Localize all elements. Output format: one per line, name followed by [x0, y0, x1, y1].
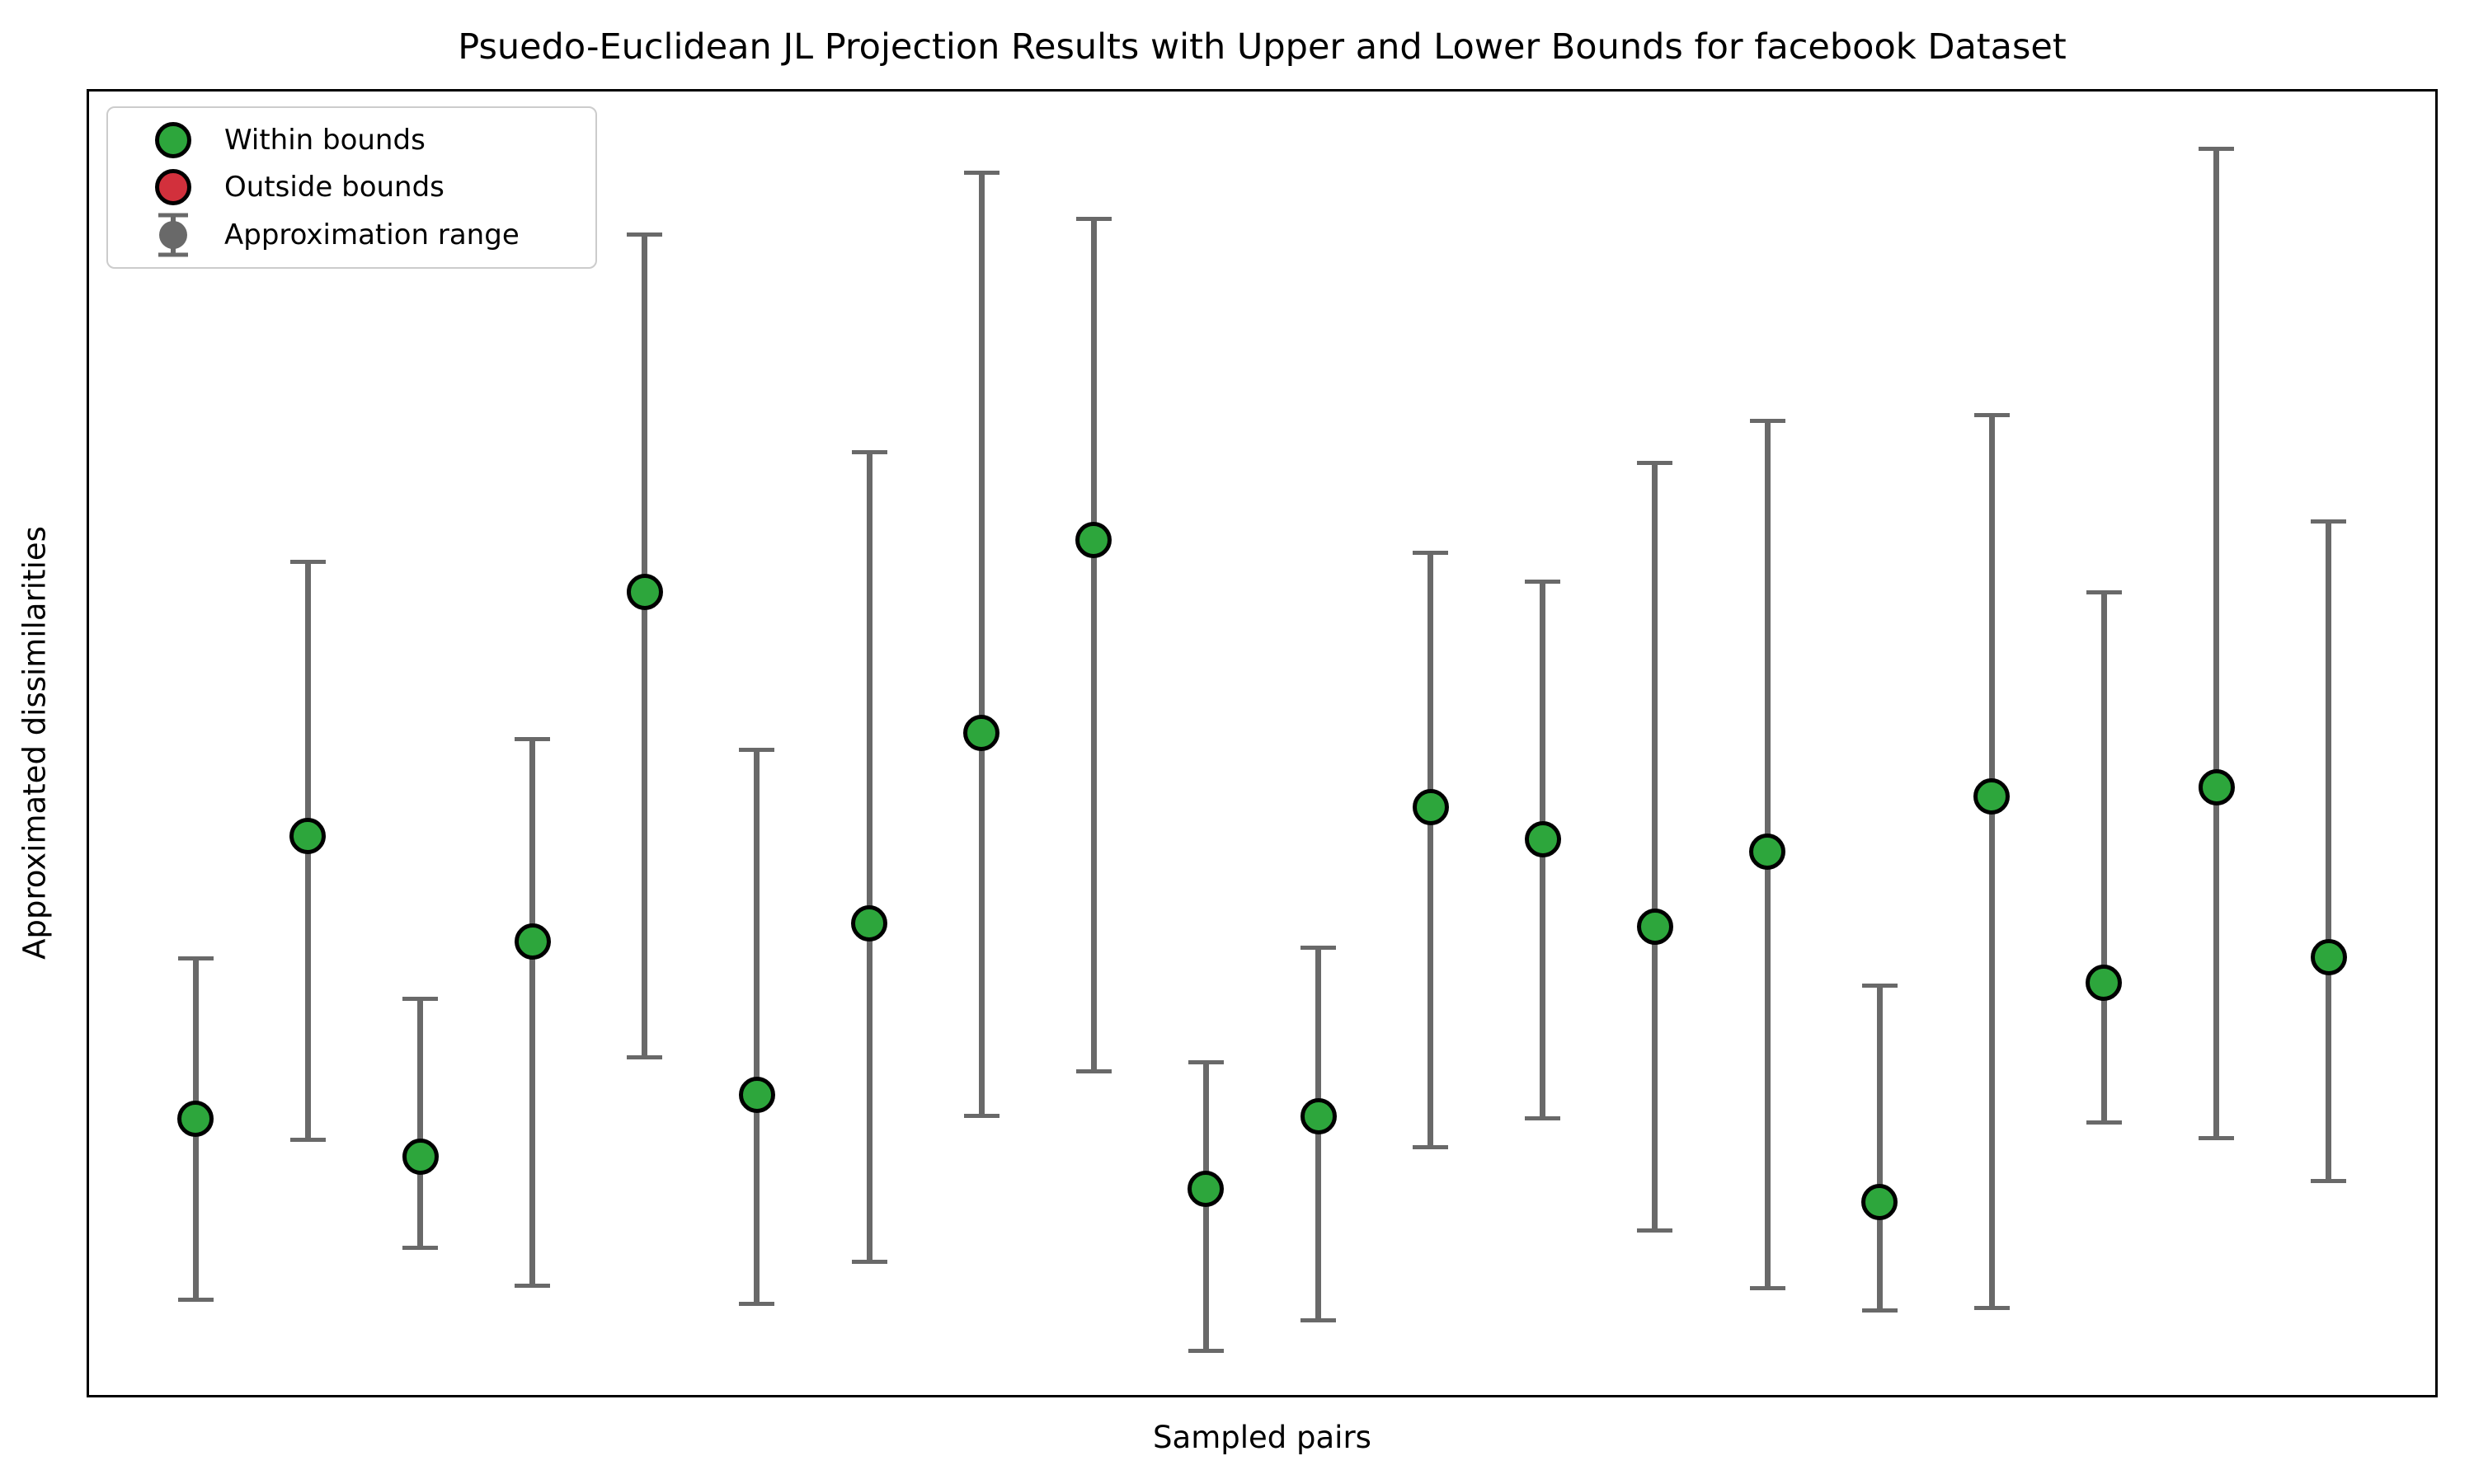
errorbar-lower-cap: [627, 1055, 663, 1060]
errorbar-upper-cap: [851, 450, 887, 455]
data-point-marker: [177, 1100, 214, 1137]
errorbar-upper-cap: [1413, 551, 1449, 556]
errorbar-lower-cap: [851, 1260, 887, 1265]
errorbar-lower-cap: [1637, 1228, 1673, 1233]
errorbar-lower-cap: [1188, 1348, 1224, 1353]
errorbar-range-line: [2326, 521, 2332, 1181]
errorbar-lower-cap: [2311, 1179, 2347, 1184]
errorbar-marker-icon: [155, 212, 191, 258]
errorbar-lower-cap: [1300, 1318, 1337, 1323]
legend-label-approximation-range: Approximation range: [224, 218, 520, 252]
errorbar-lower-cap: [1749, 1285, 1785, 1290]
errorbar-range-line: [417, 998, 424, 1248]
data-point-marker: [1636, 909, 1673, 946]
errorbar-lower-cap: [177, 1298, 214, 1303]
errorbar-range-line: [754, 749, 760, 1304]
errorbar-lower-cap: [1861, 1308, 1898, 1313]
data-point-marker: [1973, 778, 2011, 815]
errorbar-upper-cap: [289, 560, 326, 565]
errorbar-upper-cap: [2086, 589, 2122, 594]
errorbar-range-line: [1315, 947, 1322, 1321]
data-point-marker: [963, 714, 1000, 751]
errorbar-lower-cap: [1525, 1116, 1561, 1121]
errorbar-lower-cap: [739, 1301, 775, 1306]
errorbar-upper-cap: [2311, 519, 2347, 524]
data-point-marker: [1412, 788, 1449, 825]
errorbar-upper-cap: [1861, 984, 1898, 989]
data-point-marker: [1861, 1184, 1898, 1220]
plot-area: Within bounds Outside bounds Appr: [87, 89, 2438, 1397]
errorbar-lower-cap: [1075, 1069, 1112, 1074]
data-point-marker: [1075, 521, 1112, 558]
errorbar-range-line: [529, 739, 536, 1286]
data-point-marker: [402, 1138, 439, 1175]
errorbar-lower-cap: [963, 1114, 999, 1119]
data-point-marker: [851, 904, 888, 942]
errorbar-upper-cap: [963, 170, 999, 175]
errorbar-lower-cap: [2086, 1120, 2122, 1125]
errorbar-upper-cap: [1749, 419, 1785, 424]
red-circle-icon: [155, 169, 191, 206]
data-point-marker: [1749, 833, 1786, 870]
outside-bounds-marker-icon: [155, 164, 191, 210]
errorbar-lower-cap: [2199, 1136, 2235, 1141]
data-point-marker: [1188, 1171, 1225, 1208]
data-point-marker: [2310, 938, 2347, 975]
errorbar-lower-cap: [1413, 1145, 1449, 1150]
legend: Within bounds Outside bounds Appr: [106, 106, 597, 269]
errorbar-upper-cap: [2199, 147, 2235, 152]
legend-item-within-bounds: Within bounds: [108, 117, 595, 163]
errorbar-range-line: [1876, 985, 1883, 1311]
legend-label-within-bounds: Within bounds: [224, 123, 426, 157]
errorbar-lower-cap: [289, 1137, 326, 1142]
errorbar-upper-cap: [1525, 579, 1561, 584]
within-bounds-marker-icon: [155, 117, 191, 163]
chart-title: Psuedo-Euclidean JL Projection Results w…: [458, 26, 2067, 68]
errorbar-upper-cap: [402, 996, 439, 1001]
data-point-marker: [289, 817, 327, 854]
errorbar-range-line: [978, 172, 985, 1116]
data-point-marker: [514, 923, 551, 960]
errorbar-upper-cap: [1188, 1060, 1224, 1065]
data-point-marker: [626, 574, 663, 611]
green-circle-icon: [155, 121, 191, 158]
x-axis-label: Sampled pairs: [1153, 1420, 1371, 1455]
errorbar-range-line: [1090, 218, 1097, 1072]
data-point-marker: [2086, 965, 2123, 1002]
errorbar-lower-cap: [515, 1283, 551, 1288]
y-axis-label: Approximated dissimilarities: [16, 526, 53, 960]
errorbar-range-line: [2100, 592, 2107, 1123]
errorbar-range-line: [1427, 552, 1434, 1148]
errorbar-upper-cap: [177, 956, 214, 960]
errorbar-upper-cap: [515, 737, 551, 742]
errorbar-range-line: [642, 234, 648, 1058]
errorbar-range-line: [1988, 415, 1995, 1308]
errorbar-upper-cap: [1075, 217, 1112, 222]
data-point-marker: [1524, 821, 1561, 858]
errorbar-upper-cap: [627, 232, 663, 237]
errorbar-range-line: [1652, 463, 1658, 1231]
data-point-marker: [738, 1077, 775, 1114]
errorbar-glyph: [158, 213, 188, 257]
errorbar-range-line: [866, 452, 872, 1262]
data-point-marker: [2198, 769, 2235, 806]
legend-item-approximation-range: Approximation range: [108, 212, 595, 258]
data-point-marker: [1300, 1097, 1337, 1134]
errorbar-upper-cap: [1300, 946, 1337, 951]
errorbar-lower-cap: [402, 1245, 439, 1250]
errorbar-lower-cap: [1973, 1305, 2010, 1310]
legend-item-outside-bounds: Outside bounds: [108, 164, 595, 210]
legend-label-outside-bounds: Outside bounds: [224, 171, 444, 204]
errorbar-upper-cap: [739, 747, 775, 752]
errorbar-upper-cap: [1637, 461, 1673, 466]
errorbar-upper-cap: [1973, 412, 2010, 417]
errorbar-range-line: [2213, 148, 2220, 1139]
